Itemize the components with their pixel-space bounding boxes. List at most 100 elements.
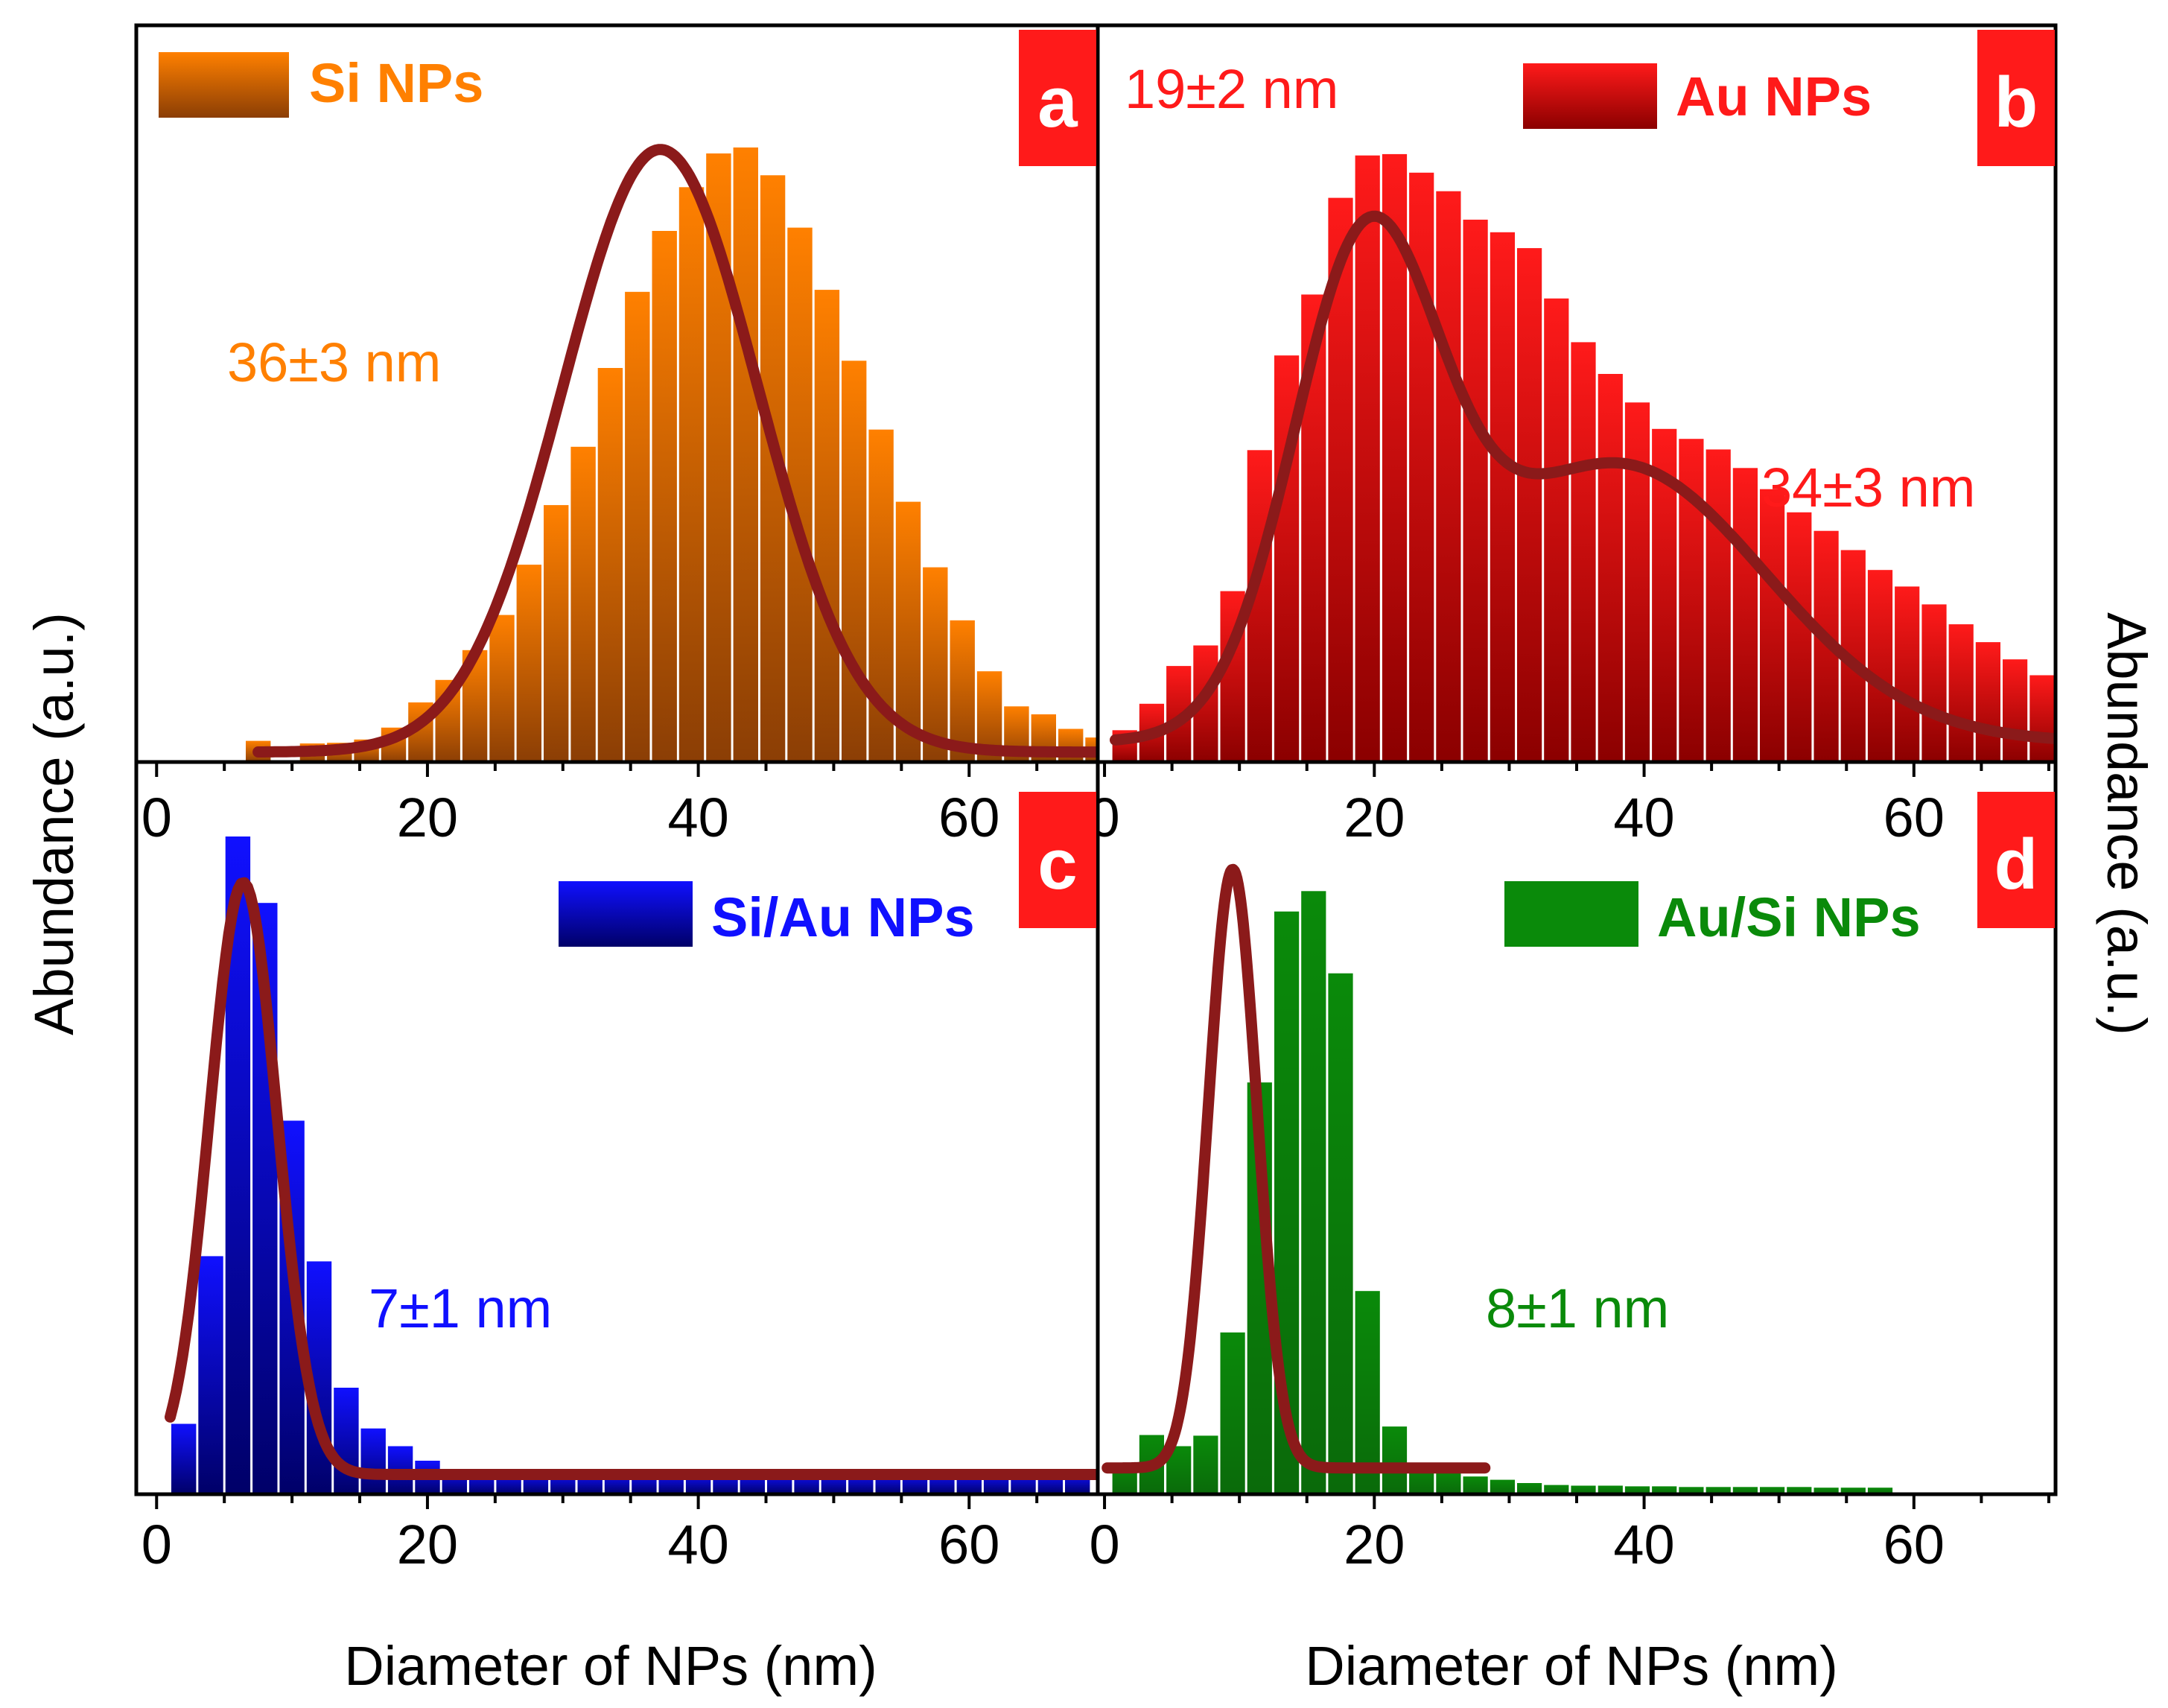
x-tick-label: 40 — [1613, 787, 1674, 848]
legend-label-si-nps: Si NPs — [309, 52, 483, 114]
histogram-bar — [171, 1423, 197, 1494]
panel-letter-a: a — [1037, 63, 1078, 142]
histogram-bar — [1706, 449, 1731, 762]
x-tick-label: 20 — [1344, 787, 1405, 848]
fit-curve — [252, 144, 1098, 758]
histogram-bar — [1867, 570, 1893, 762]
x-tick-label: 60 — [1884, 787, 1945, 848]
x-tick-label: 20 — [1344, 1514, 1405, 1575]
histogram-bar — [1760, 489, 1785, 762]
x-tick-label: 60 — [1884, 1514, 1945, 1575]
legend-label-au-si-nps: Au/Si NPs — [1657, 886, 1921, 948]
panel-letter-box-c — [1019, 792, 1096, 928]
histogram-bar — [516, 565, 541, 762]
histogram-bar — [1220, 1332, 1245, 1494]
histogram-bar — [1436, 191, 1461, 762]
histogram-bar — [1679, 1487, 1704, 1494]
histogram-bar — [1463, 219, 1488, 762]
histogram-bar — [2029, 675, 2055, 762]
x-axis-label-left: Diameter of NPs (nm) — [344, 1635, 877, 1697]
histogram-bar — [1436, 1470, 1461, 1494]
histogram-bar — [923, 567, 948, 762]
annotation-si-size: 36±3 nm — [227, 331, 441, 393]
histogram-bar — [1355, 1291, 1380, 1494]
histogram-bar — [1921, 604, 1947, 762]
histogram-bar — [570, 446, 596, 762]
annotation-si-au-size: 7±1 nm — [369, 1277, 552, 1339]
x-tick-label: 0 — [1089, 1514, 1119, 1575]
histogram-bar — [2057, 690, 2082, 762]
histogram-bar — [1382, 1426, 1408, 1494]
x-tick-label: 60 — [938, 1514, 999, 1575]
histogram-bar — [733, 147, 758, 762]
histogram-bar — [360, 1428, 386, 1494]
histogram-bar — [1895, 586, 1920, 762]
panel-a-si-nps: 0 20 40 60 — [142, 144, 1098, 848]
histogram-bar — [1490, 1479, 1515, 1494]
x-tick-label: 60 — [938, 787, 999, 848]
histogram-bar — [2003, 659, 2028, 762]
annotation-au-size-1: 19±2 nm — [1125, 58, 1338, 120]
panel-letter-box-a — [1019, 30, 1096, 166]
histogram-bar — [1598, 1485, 1623, 1494]
x-tick-label: 40 — [667, 787, 728, 848]
histogram-bar — [1463, 1476, 1488, 1494]
legend-swatch-au-nps — [1523, 63, 1657, 129]
histogram-bar — [652, 231, 677, 762]
x-ticks-a: 0 20 40 60 — [142, 762, 1039, 848]
histogram-bar — [2164, 731, 2168, 762]
histogram-bar — [950, 620, 975, 762]
panel-letter-c: c — [1037, 825, 1077, 904]
panel-letter-box-b — [1977, 30, 2055, 166]
histogram-bar — [1517, 1483, 1542, 1494]
histogram-bar — [1624, 402, 1650, 762]
x-tick-label: 20 — [397, 787, 458, 848]
histogram-bar — [1975, 642, 2000, 762]
histogram-bar — [1355, 155, 1380, 762]
histogram-bar — [1571, 1485, 1596, 1494]
histogram-bar — [1760, 1487, 1785, 1494]
histogram-bar — [1840, 1488, 1866, 1494]
histogram-bar — [1813, 1488, 1839, 1494]
annotation-au-si-size: 8±1 nm — [1486, 1277, 1669, 1339]
histogram-bar — [1517, 248, 1542, 762]
legend-label-si-au-nps: Si/Au NPs — [711, 886, 975, 948]
panel-c-si-au-nps: 0 20 40 60 — [142, 836, 1098, 1575]
histogram-bar — [1544, 298, 1569, 762]
histogram-bar — [1787, 1487, 1812, 1494]
histogram-bar — [1301, 891, 1326, 1494]
fit-curve — [165, 877, 1098, 1480]
panel-frames — [134, 23, 2058, 1496]
fit-curve — [1102, 863, 1491, 1474]
histogram-bar — [597, 368, 623, 762]
overlays: Si NPs 36±3 nm a Au NPs 19±2 nm 34±3 nm … — [23, 30, 2158, 1697]
x-ticks-d: 0 20 40 60 — [1089, 1494, 2050, 1575]
y-axis-label-left: Abundance (a.u.) — [23, 612, 85, 1035]
panel-b-au-nps: 0 20 40 60 — [1089, 153, 2168, 848]
histogram-bar — [1732, 468, 1758, 762]
fit-curve — [1110, 210, 2056, 746]
histogram-bar — [842, 361, 867, 762]
histogram-bar — [1490, 232, 1515, 762]
legend-swatch-si-nps — [159, 52, 289, 118]
histogram-bar — [1598, 374, 1623, 762]
histogram-bar — [489, 615, 515, 762]
panel-letter-box-d — [1977, 792, 2055, 928]
panel-letter-b: b — [1994, 63, 2038, 142]
x-axis-label-right: Diameter of NPs (nm) — [1305, 1635, 1837, 1697]
x-tick-label: 0 — [142, 787, 172, 848]
histogram-bar — [198, 1256, 223, 1494]
x-tick-label: 40 — [1613, 1514, 1674, 1575]
histogram-bar — [1867, 1488, 1893, 1494]
histogram-bar — [814, 290, 840, 762]
x-tick-label: 20 — [397, 1514, 458, 1575]
annotation-au-size-2: 34±3 nm — [1761, 457, 1975, 518]
histogram-bar — [1948, 624, 1974, 762]
histogram-bar — [334, 1388, 359, 1494]
panel-d-au-si-nps: 0 20 40 60 — [1089, 863, 2050, 1575]
x-tick-label: 40 — [667, 1514, 728, 1575]
histogram-bar — [1544, 1485, 1569, 1494]
x-ticks-b: 0 20 40 60 — [1089, 762, 2050, 848]
